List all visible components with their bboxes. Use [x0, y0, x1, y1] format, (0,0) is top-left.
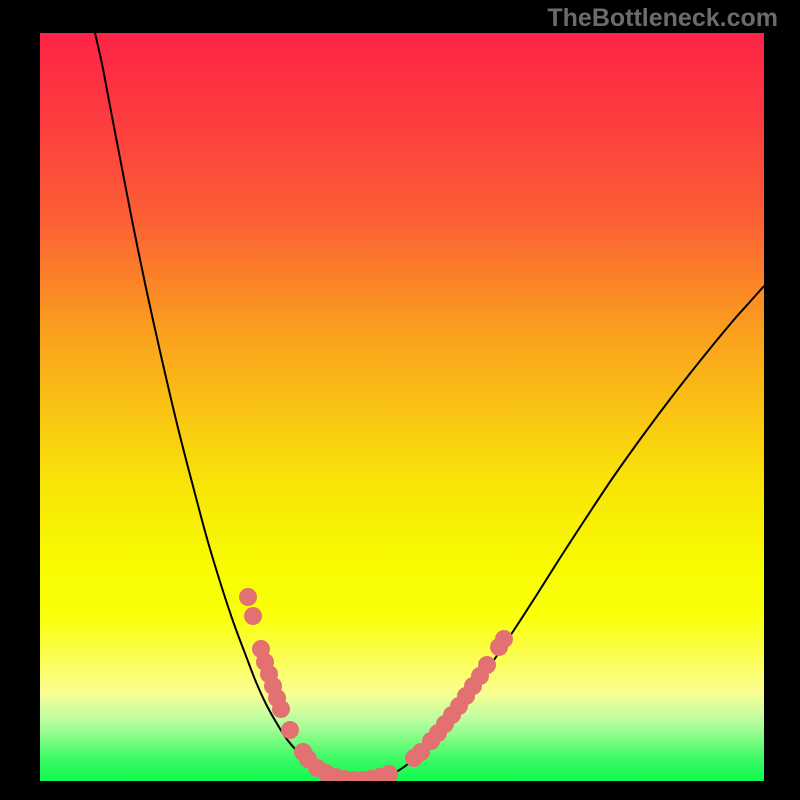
data-marker — [478, 656, 496, 674]
gradient-background — [40, 33, 764, 781]
frame-right — [764, 0, 800, 800]
data-marker — [495, 630, 513, 648]
chart-svg — [0, 0, 800, 800]
data-marker — [380, 765, 398, 783]
data-marker — [239, 588, 257, 606]
frame-bottom — [0, 781, 800, 800]
data-marker — [272, 700, 290, 718]
frame-left — [0, 0, 40, 800]
data-marker — [281, 721, 299, 739]
watermark-text: TheBottleneck.com — [547, 4, 778, 33]
data-marker — [244, 607, 262, 625]
